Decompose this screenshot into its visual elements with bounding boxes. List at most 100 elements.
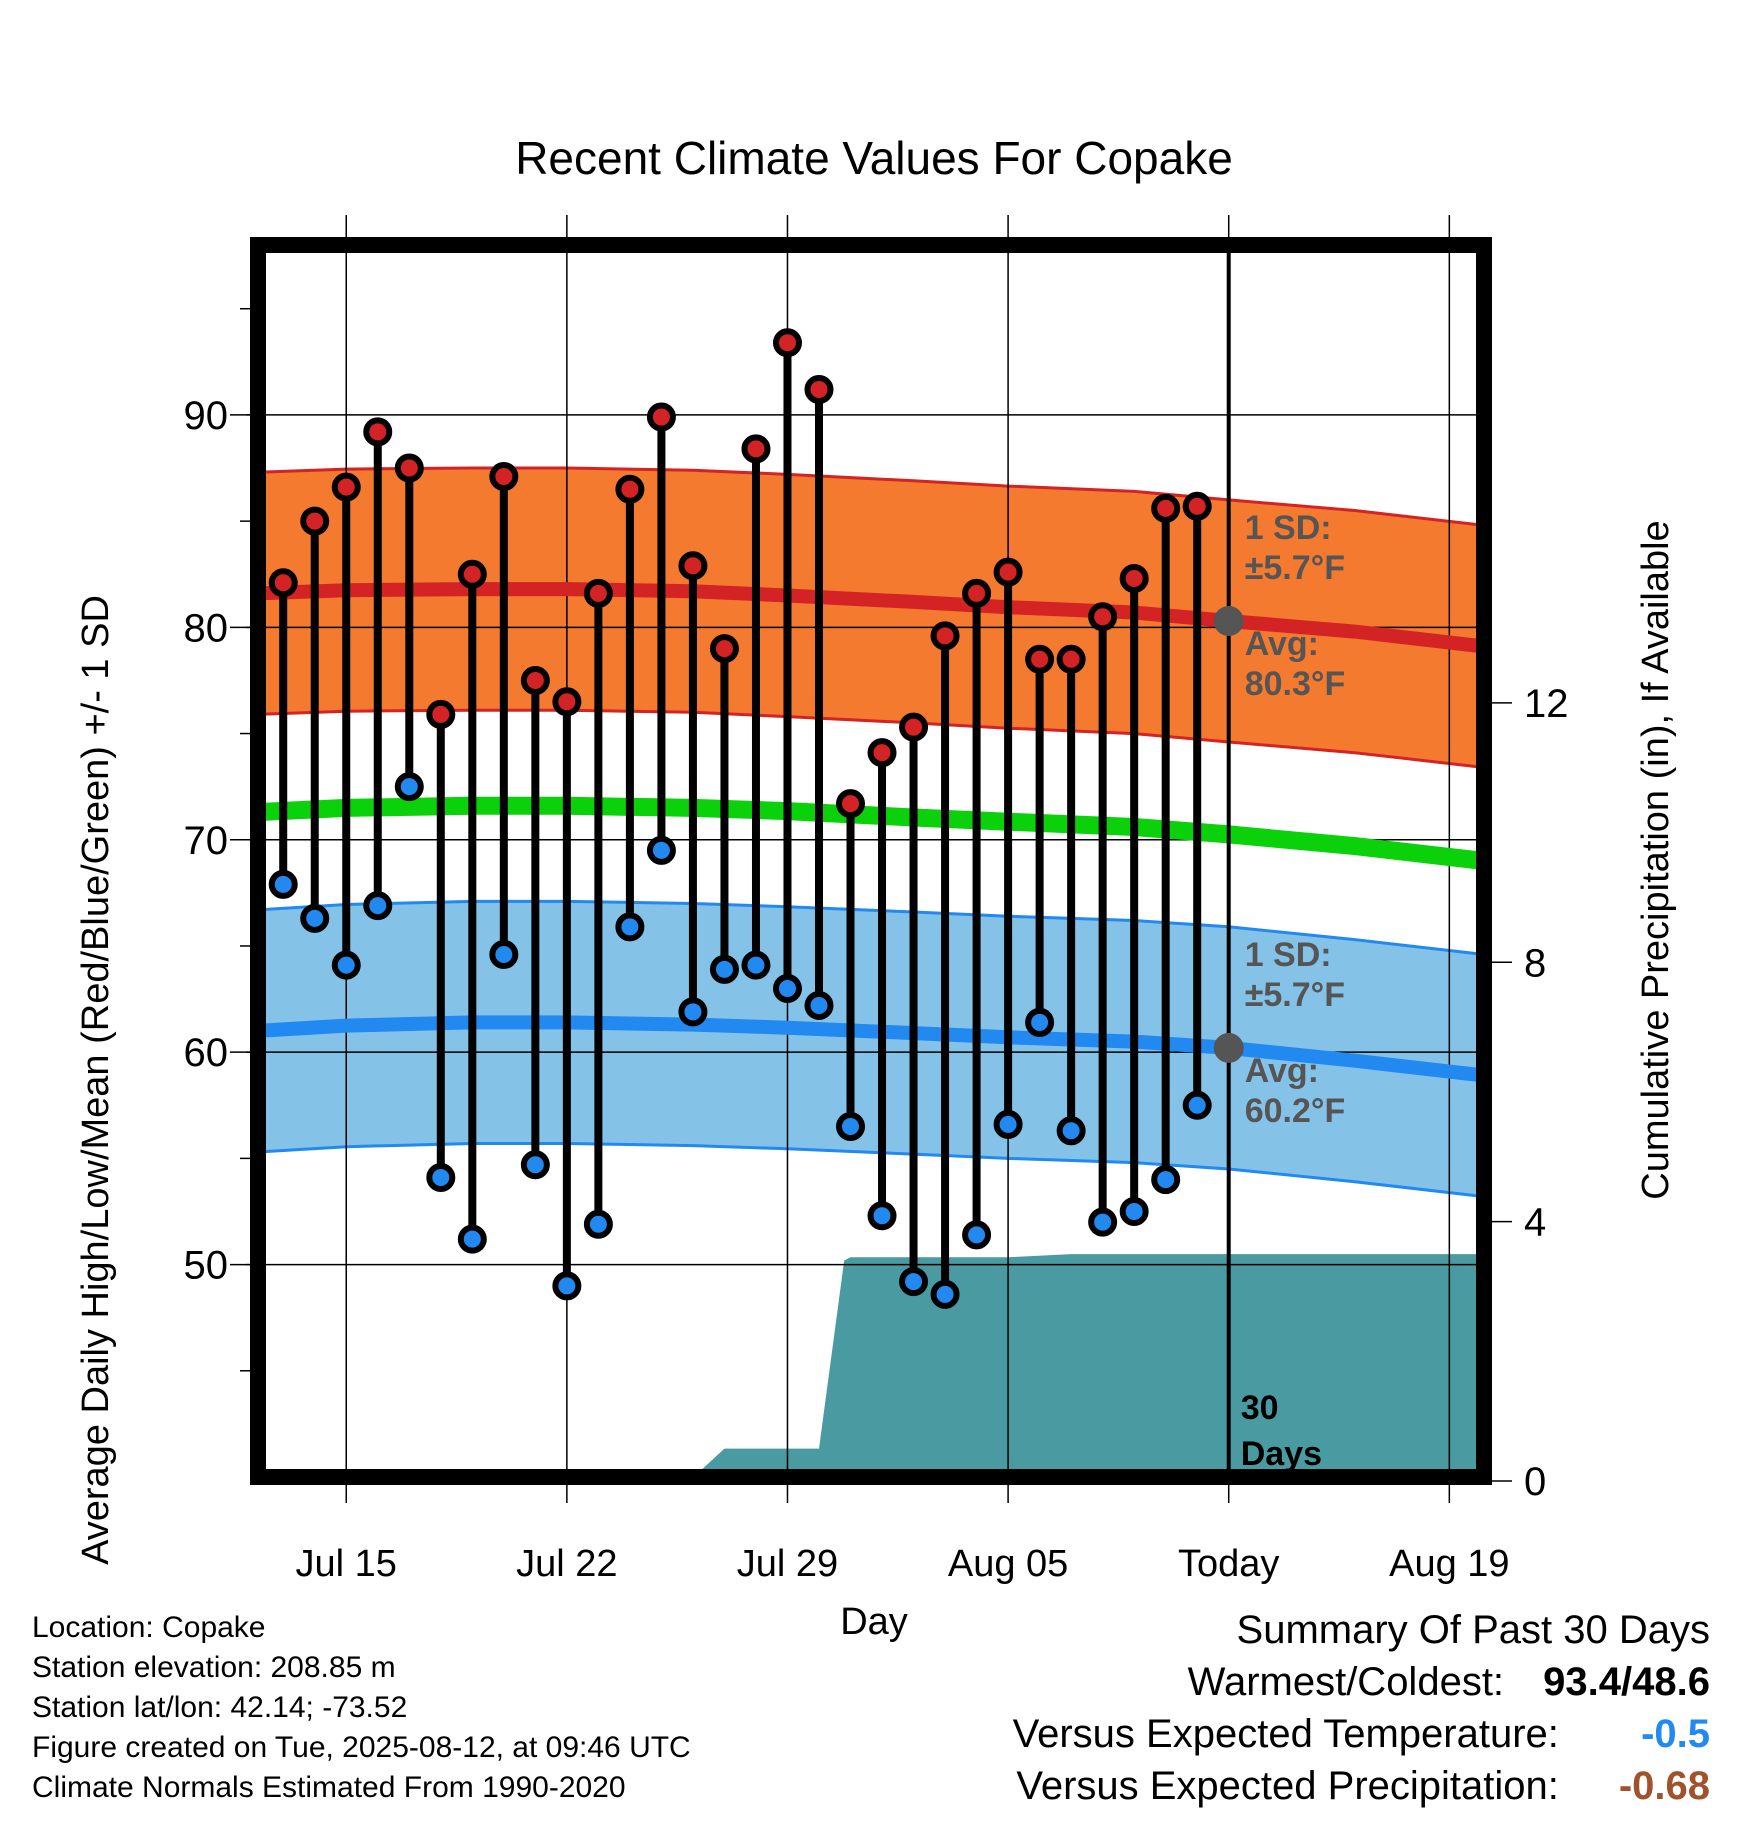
low-sd-lower-edge (257, 1142, 1485, 1199)
daily-low-point (426, 1162, 456, 1192)
daily-high-point (520, 665, 550, 695)
daily-high-point (583, 578, 613, 608)
daily-high-point (899, 712, 929, 742)
daily-low-point (804, 990, 834, 1020)
daily-high-point (867, 738, 897, 768)
daily-low-point (1151, 1165, 1181, 1195)
daily-high-point (615, 474, 645, 504)
today-avg-low-marker (1213, 1032, 1244, 1063)
summary-precip-row: Versus Expected Precipitation: -0.68 (1013, 1760, 1710, 1812)
high-avg-line (257, 582, 1485, 654)
daily-high-point (836, 789, 866, 819)
low-avg-label: Avg: (1245, 1052, 1319, 1090)
y2-tick-label: 12 (1524, 682, 1569, 726)
y2-tick-label: 0 (1524, 1460, 1546, 1504)
daily-low-point (583, 1209, 613, 1239)
daily-high-point (489, 462, 519, 492)
x-tick-label: Jul 15 (296, 1543, 397, 1585)
summary-panel: Summary Of Past 30 Days Warmest/Coldest:… (1013, 1604, 1710, 1812)
plot-frame (250, 237, 1492, 1485)
daily-low-point (646, 835, 676, 865)
daily-high-point (646, 402, 676, 432)
y-tick-label: 60 (184, 1031, 229, 1075)
summary-warmest-value: 93.4/48.6 (1543, 1660, 1710, 1704)
daily-high-point (772, 328, 802, 358)
daily-high-point (1119, 563, 1149, 593)
daily-low-point (300, 903, 330, 933)
daily-low-point (331, 950, 361, 980)
daily-high-point (804, 374, 834, 404)
daily-high-point (962, 578, 992, 608)
precip-area (258, 1254, 1484, 1481)
low-sd-label: 1 SD: (1245, 936, 1332, 974)
daily-high-point (678, 551, 708, 581)
daily-high-point (363, 417, 393, 447)
y-tick-label: 50 (184, 1244, 229, 1288)
x-axis-label: Day (840, 1601, 908, 1643)
daily-low-point (1088, 1207, 1118, 1237)
station-metadata: Location: Copake Station elevation: 208.… (32, 1608, 691, 1808)
daily-high-point (457, 559, 487, 589)
low-sd-value: ±5.7°F (1245, 976, 1345, 1014)
daily-low-point (962, 1220, 992, 1250)
summary-temp-row: Versus Expected Temperature: -0.5 (1013, 1708, 1710, 1760)
daily-high-point (426, 699, 456, 729)
days-count-label: 30 (1241, 1389, 1279, 1427)
chart-title: Recent Climate Values For Copake (515, 132, 1233, 184)
summary-warmest-row: Warmest/Coldest: 93.4/48.6 (1013, 1656, 1710, 1708)
x-tick-label: Jul 22 (516, 1543, 617, 1585)
meta-location: Location: Copake (32, 1611, 266, 1644)
daily-high-point (930, 621, 960, 651)
x-tick-label: Jul 29 (737, 1543, 838, 1585)
meta-latlon: Station lat/lon: 42.14; -73.52 (32, 1691, 408, 1724)
daily-high-point (1182, 491, 1212, 521)
high-sd-value: ±5.7°F (1245, 549, 1345, 587)
summary-warmest-label: Warmest/Coldest: (1187, 1660, 1505, 1704)
summary-temp-value: -0.5 (1641, 1712, 1710, 1756)
high-avg-value: 80.3°F (1245, 665, 1346, 703)
daily-low-point (993, 1109, 1023, 1139)
low-avg-value: 60.2°F (1245, 1092, 1346, 1130)
daily-high-point (1151, 493, 1181, 523)
daily-low-point (772, 973, 802, 1003)
daily-high-point (331, 472, 361, 502)
high-sd-label: 1 SD: (1245, 509, 1332, 547)
daily-low-point (1056, 1116, 1086, 1146)
summary-precip-label: Versus Expected Precipitation: (1016, 1764, 1559, 1808)
y-tick-label: 80 (184, 606, 229, 650)
daily-low-point (615, 912, 645, 942)
summary-temp-label: Versus Expected Temperature: (1012, 1712, 1559, 1756)
y-axis-label: Average Daily High/Low/Mean (Red/Blue/Gr… (75, 595, 117, 1565)
daily-high-point (300, 506, 330, 536)
daily-low-point (489, 939, 519, 969)
high-avg-label: Avg: (1245, 625, 1319, 663)
daily-low-point (552, 1271, 582, 1301)
daily-low-point (1182, 1090, 1212, 1120)
daily-high-point (993, 557, 1023, 587)
daily-low-point (899, 1267, 929, 1297)
days-unit-label: Days (1241, 1435, 1322, 1473)
y-tick-label: 70 (184, 819, 229, 863)
daily-low-point (1025, 1007, 1055, 1037)
y2-tick-label: 8 (1524, 941, 1546, 985)
daily-low-point (1119, 1196, 1149, 1226)
y-tick-label: 90 (184, 394, 229, 438)
today-avg-high-marker (1213, 605, 1244, 636)
y2-axis-label: Cumulative Precipitation (in), If Availa… (1635, 520, 1677, 1199)
daily-high-point (741, 434, 771, 464)
daily-low-point (836, 1112, 866, 1142)
daily-low-point (709, 954, 739, 984)
daily-low-point (678, 997, 708, 1027)
meta-normals: Climate Normals Estimated From 1990-2020 (32, 1771, 626, 1804)
summary-precip-value: -0.68 (1618, 1764, 1710, 1808)
high-sd-upper-edge (257, 466, 1485, 527)
daily-low-point (394, 772, 424, 802)
daily-low-point (457, 1224, 487, 1254)
daily-high-point (1056, 644, 1086, 674)
daily-low-point (520, 1150, 550, 1180)
x-tick-label: Aug 05 (948, 1543, 1068, 1585)
daily-high-point (268, 568, 298, 598)
daily-low-point (930, 1279, 960, 1309)
daily-low-point (363, 891, 393, 921)
